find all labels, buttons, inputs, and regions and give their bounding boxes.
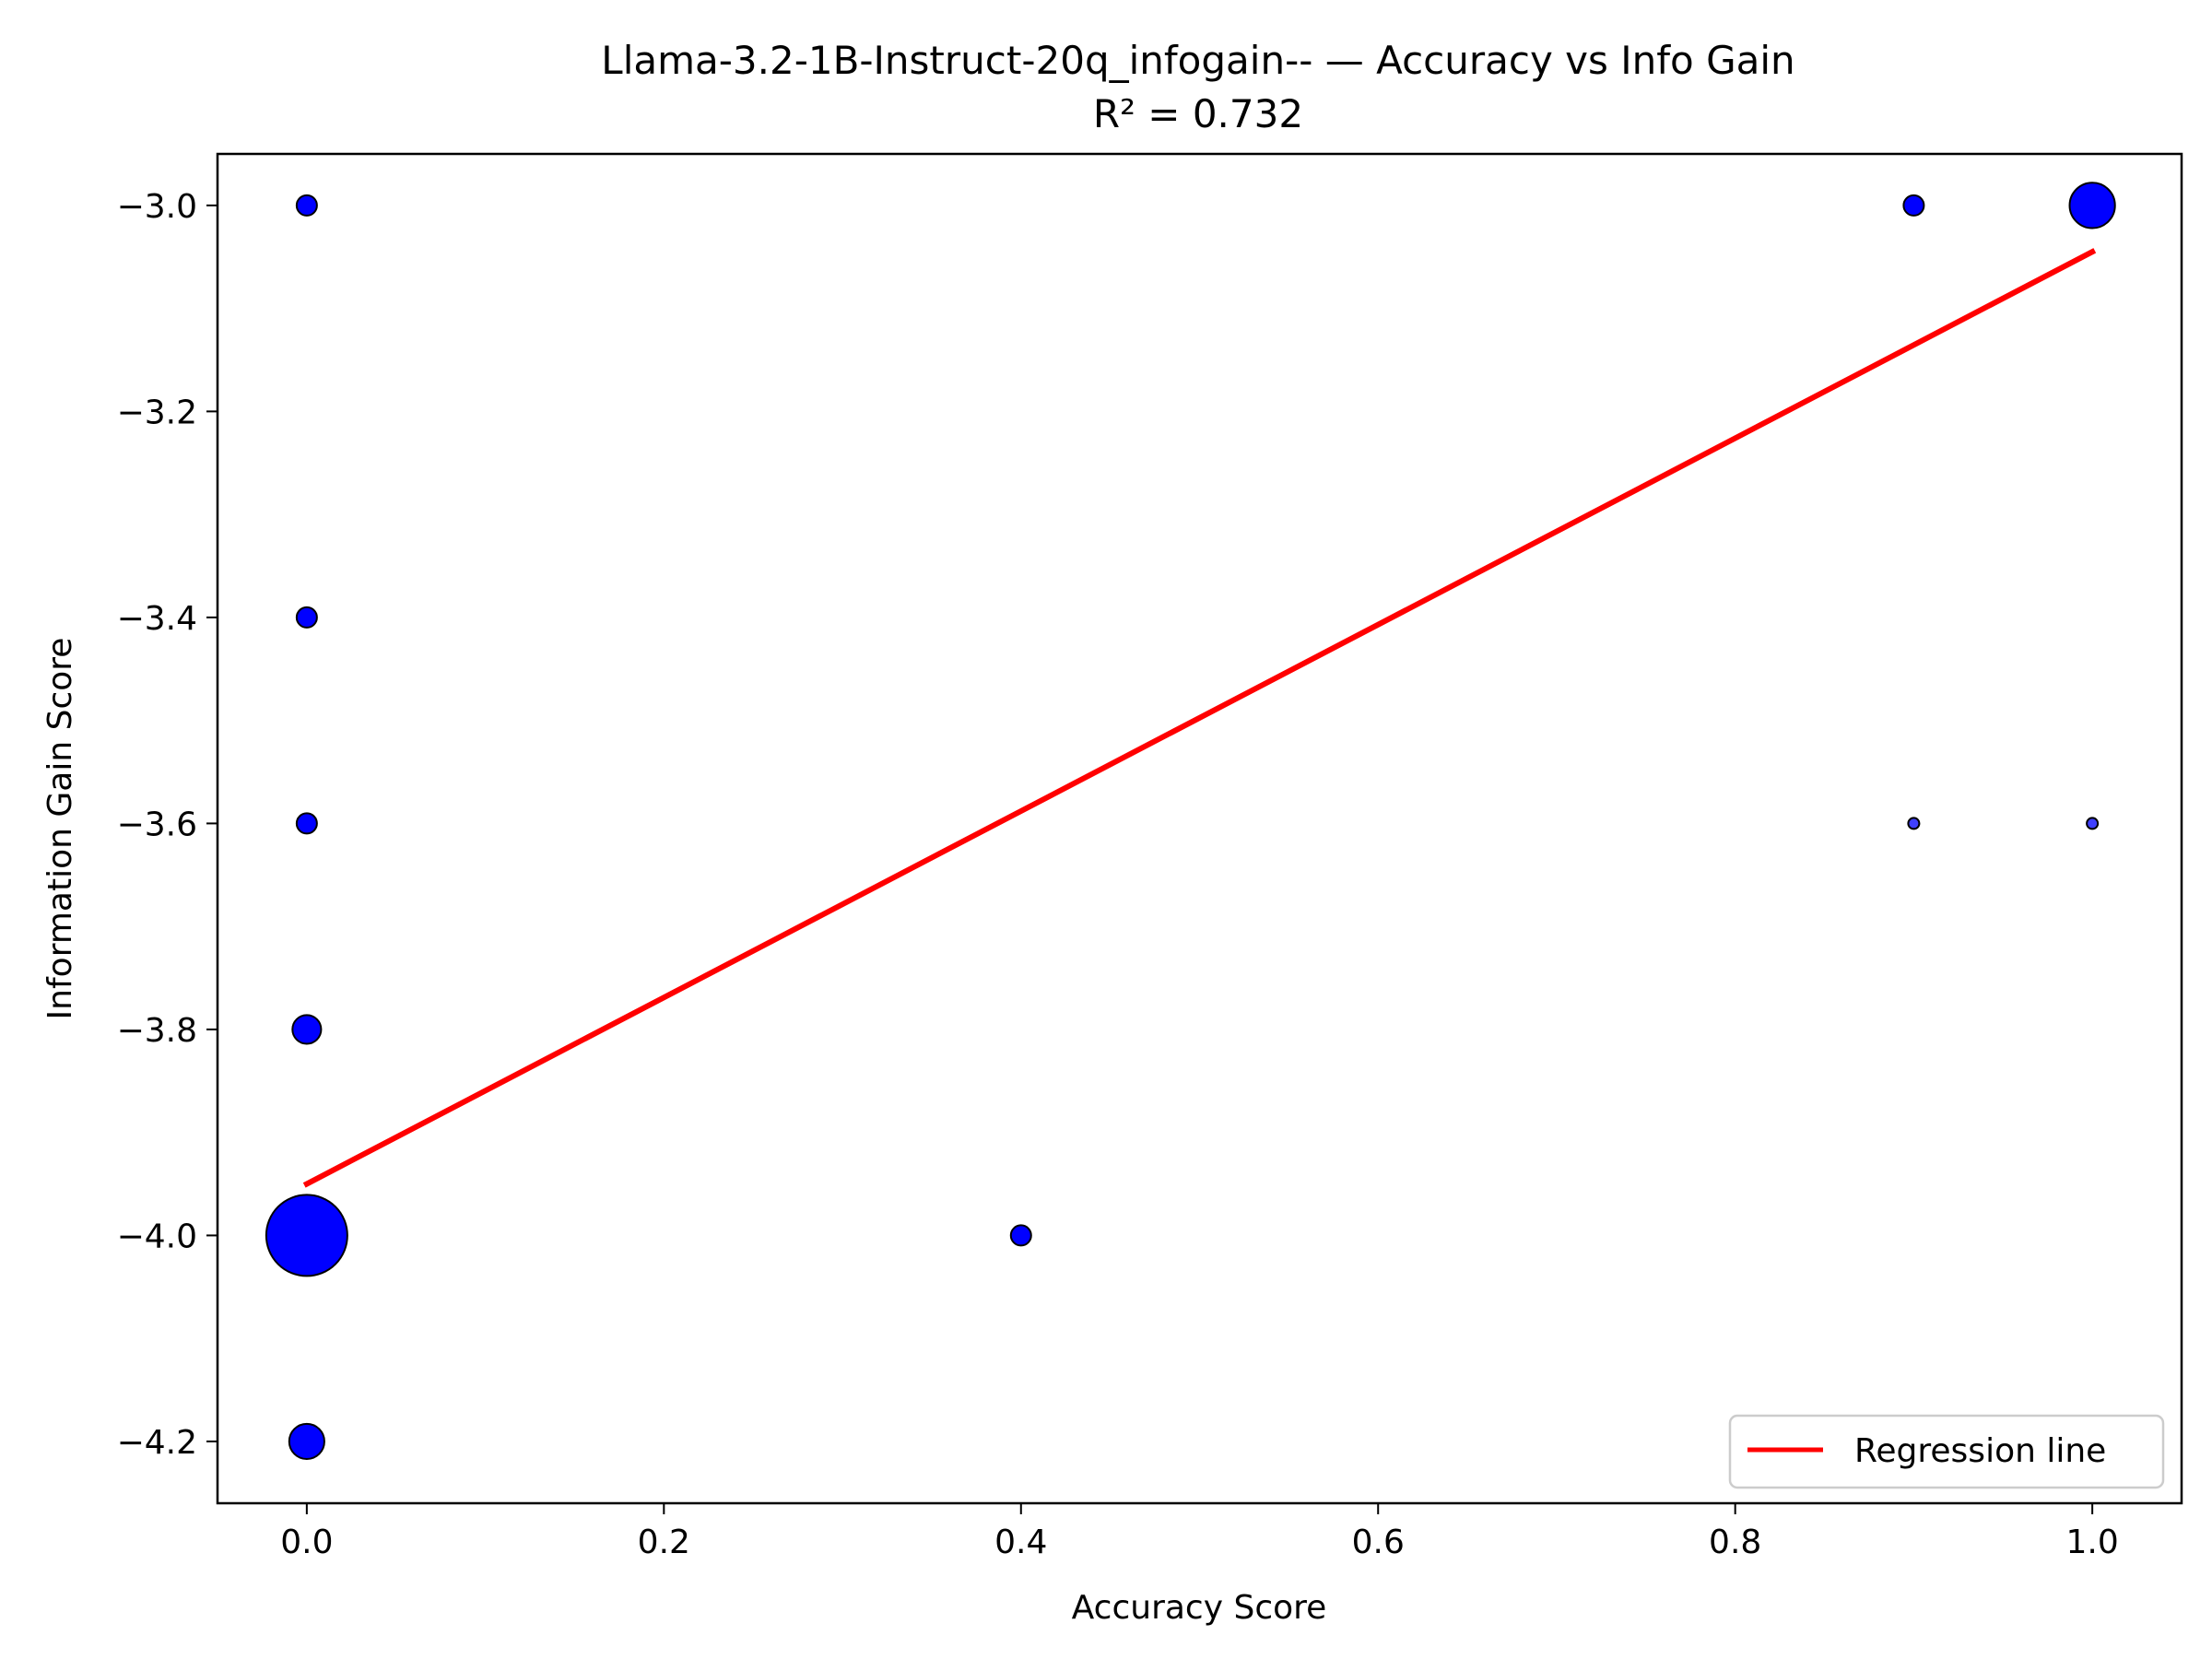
chart-title: Llama-3.2-1B-Instruct-20q_infogain-- — A…	[601, 38, 1794, 83]
scatter-point	[288, 1422, 325, 1460]
y-axis-label: Information Gain Score	[41, 638, 79, 1020]
x-tick-label: 0.8	[1709, 1524, 1761, 1561]
y-tick-label: −3.4	[117, 600, 197, 638]
x-axis-label: Accuracy Score	[1072, 1589, 1327, 1627]
scatter-point	[265, 1194, 348, 1277]
y-tick-label: −4.2	[117, 1424, 197, 1462]
scatter-point	[1902, 194, 1925, 217]
scatter-point	[1907, 817, 1921, 830]
y-tick-label: −4.0	[117, 1218, 197, 1255]
y-tick-label: −3.0	[117, 188, 197, 226]
regression-line	[302, 248, 2097, 1188]
data-points	[265, 182, 2116, 1460]
scatter-point	[2068, 182, 2116, 229]
x-tick-label: 0.2	[638, 1524, 690, 1561]
scatter-point	[1009, 1224, 1032, 1247]
regression-line-layer	[302, 248, 2097, 1188]
legend: Regression line	[1728, 1414, 2165, 1489]
y-axis: −4.2 −4.0 −3.8 −3.6 −3.4 −3.2 −3.0	[117, 188, 218, 1462]
plot-frame	[216, 152, 2183, 1505]
y-tick-label: −3.8	[117, 1012, 197, 1050]
x-tick-label: 0.6	[1352, 1524, 1405, 1561]
legend-frame	[1728, 1414, 2165, 1489]
x-tick-label: 0.4	[994, 1524, 1047, 1561]
y-tick-label: −3.2	[117, 394, 197, 431]
scatter-point	[295, 812, 318, 835]
y-tick-label: −3.6	[117, 806, 197, 843]
x-tick-label: 1.0	[2066, 1524, 2119, 1561]
legend-label: Regression line	[1854, 1432, 2106, 1470]
scatter-point	[295, 606, 318, 629]
scatter-point	[295, 194, 318, 217]
chart-subtitle: R² = 0.732	[1093, 91, 1303, 136]
x-axis: 0.0 0.2 0.4 0.6 0.8 1.0	[280, 1503, 2119, 1561]
scatter-point	[2086, 817, 2100, 830]
scatter-point	[291, 1014, 323, 1045]
x-tick-label: 0.0	[280, 1524, 333, 1561]
